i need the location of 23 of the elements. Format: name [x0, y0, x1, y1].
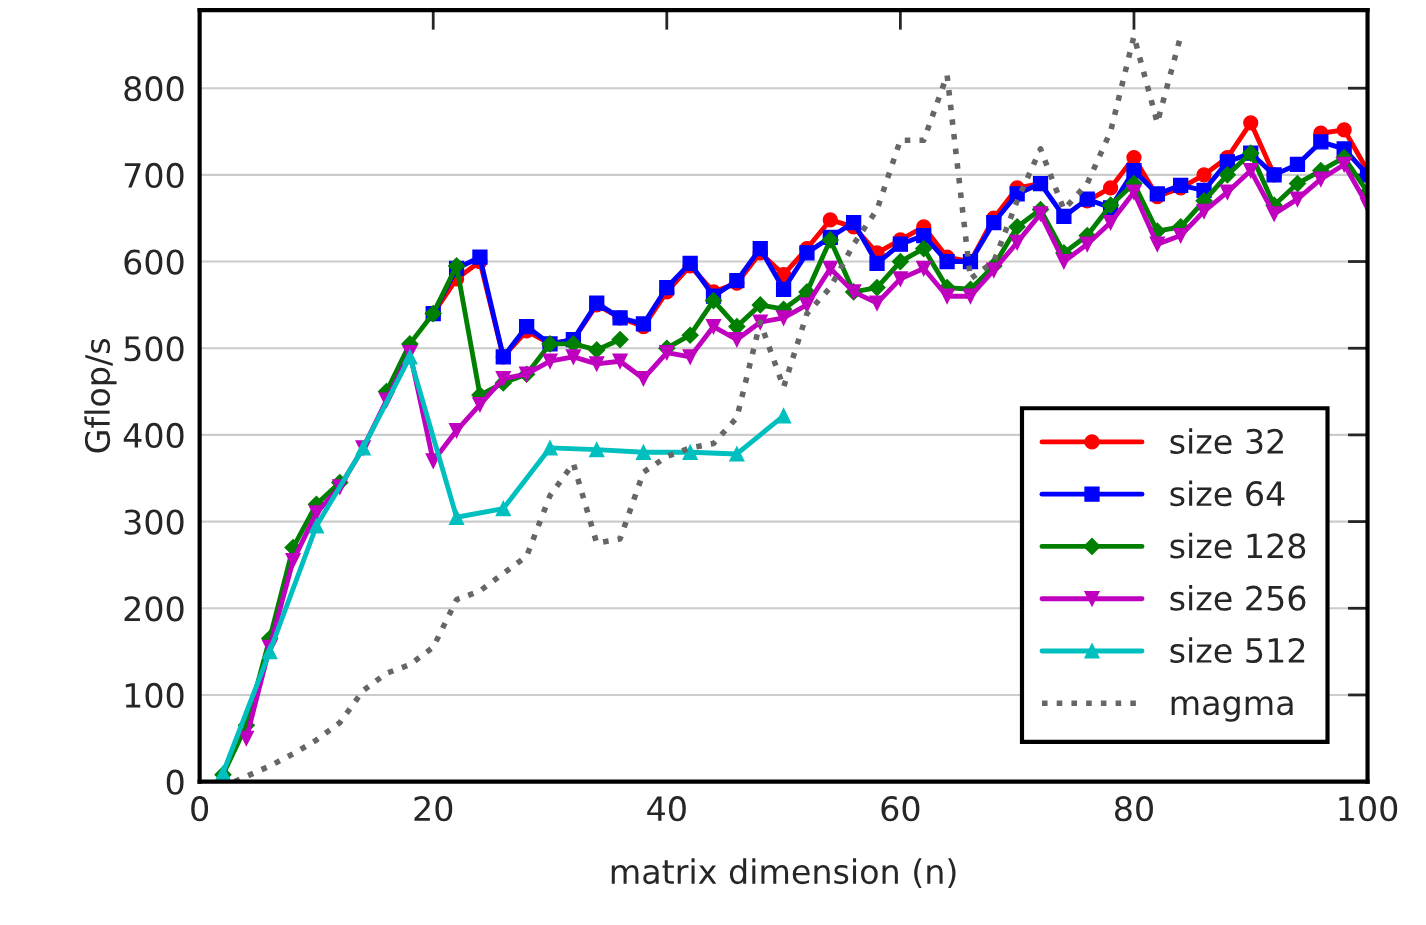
y-tick-label: 100 — [125, 682, 184, 709]
x-tick-label: 80 — [1115, 796, 1153, 822]
x-tick-label: 60 — [881, 796, 920, 822]
y-tick-label: 600 — [124, 249, 184, 275]
legend-label: size 32 — [1170, 428, 1283, 455]
legend-label: magma — [1171, 696, 1293, 722]
legend-label: size 512 — [1170, 637, 1305, 664]
y-tick-label: 0 — [166, 769, 184, 795]
x-tick-label: 100 — [1339, 796, 1398, 822]
legend-label: size 128 — [1170, 532, 1306, 559]
x-tick-label: 20 — [414, 796, 453, 822]
legend-label: size 256 — [1170, 585, 1306, 611]
y-tick-label: 800 — [124, 76, 184, 102]
y-tick-label: 700 — [124, 162, 184, 188]
y-tick-label: 300 — [124, 509, 184, 535]
x-tick-label: 40 — [647, 796, 686, 822]
x-tick-label: 0 — [191, 796, 209, 822]
y-axis-title: Gflop/s — [84, 339, 117, 453]
y-tick-label: 500 — [124, 336, 184, 362]
y-tick-label: 200 — [124, 596, 184, 622]
x-axis-title: matrix dimension (n) — [611, 858, 956, 889]
legend-label: size 64 — [1170, 480, 1285, 507]
y-tick-label: 400 — [123, 422, 184, 449]
